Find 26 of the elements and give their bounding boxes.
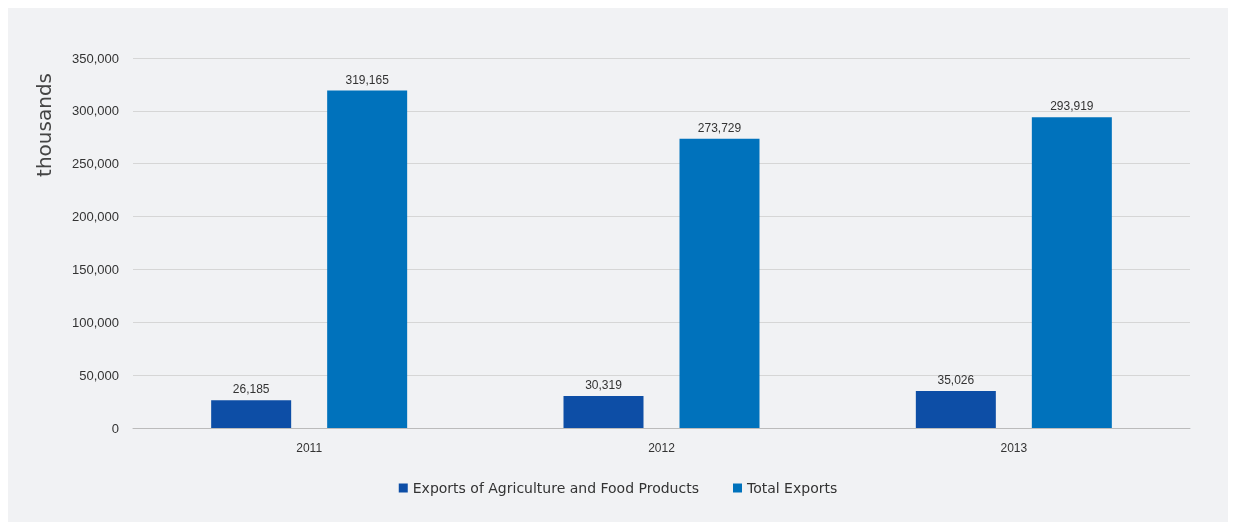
x-tick-label: 2013 [1000, 441, 1028, 455]
data-label: 293,919 [1050, 99, 1094, 114]
y-tick-label: 0 [111, 420, 119, 436]
bar [563, 395, 644, 428]
bar [679, 138, 760, 428]
data-label: 26,185 [232, 382, 270, 397]
bar [211, 400, 292, 428]
y-tick-label: 200,000 [72, 209, 119, 225]
data-label: 35,026 [937, 372, 975, 387]
bar [327, 90, 408, 428]
data-label: 273,729 [697, 120, 742, 135]
y-tick-label: 250,000 [72, 156, 119, 172]
data-label: 30,319 [585, 377, 623, 392]
y-tick-label: 350,000 [72, 50, 119, 66]
y-tick-label: 150,000 [72, 261, 119, 277]
legend-label: Exports of Agriculture and Food Products [412, 480, 699, 496]
y-axis-title: thousands [32, 72, 56, 177]
y-tick-label: 50,000 [79, 367, 119, 383]
y-tick-label: 100,000 [72, 314, 119, 330]
x-tick-label: 2011 [296, 441, 323, 455]
bar [915, 390, 996, 428]
legend-label: Total Exports [745, 480, 838, 496]
x-tick-label: 2012 [648, 441, 676, 455]
y-tick-label: 300,000 [72, 103, 119, 119]
data-label: 319,165 [345, 72, 390, 87]
bar [1031, 117, 1112, 428]
